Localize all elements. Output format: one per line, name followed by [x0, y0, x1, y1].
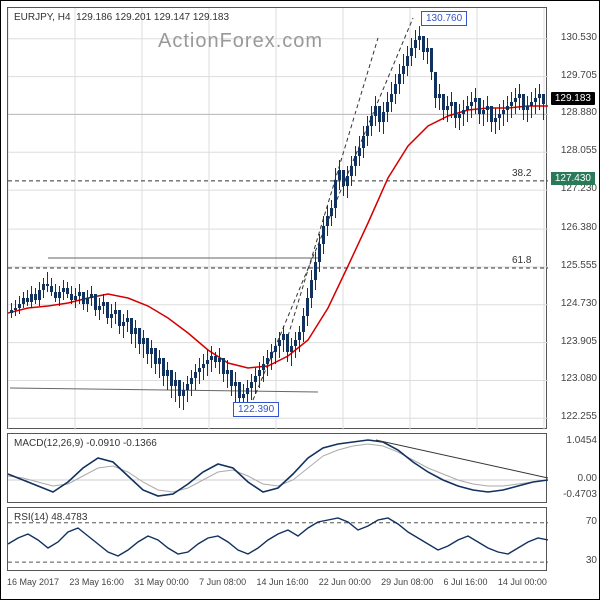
ohlc-values: 129.186 129.201 129.147 129.183 — [76, 12, 229, 23]
xtick: 7 Jun 08:00 — [199, 577, 246, 597]
symbol-tf: EURJPY, H4 — [14, 12, 71, 23]
xtick: 31 May 00:00 — [134, 577, 189, 597]
price-svg — [8, 8, 548, 430]
macd-panel[interactable]: MACD(12,26,9) -0.0910 -0.1366 — [7, 433, 547, 503]
ytick: 125.555 — [551, 260, 597, 271]
xtick: 14 Jul 00:00 — [498, 577, 547, 597]
xtick: 23 May 16:00 — [69, 577, 124, 597]
fib-382-label: 38.2 — [512, 168, 531, 179]
time-axis: 16 May 2017 23 May 16:00 31 May 00:00 7 Jun… — [7, 577, 547, 597]
forex-chart: EURJPY, H4 129.186 129.201 129.147 129.1… — [0, 0, 600, 600]
ytick: 123.080 — [551, 373, 597, 384]
rsi-panel[interactable]: RSI(14) 48.4783 — [7, 507, 547, 571]
ytick: 123.905 — [551, 336, 597, 347]
current-price-tag: 129.183 — [551, 92, 595, 105]
xtick: 29 Jun 08:00 — [381, 577, 433, 597]
macd-ytick: 0.00 — [551, 473, 597, 484]
ytick: 128.055 — [551, 145, 597, 156]
ytick: 126.380 — [551, 222, 597, 233]
ytick: 122.255 — [551, 411, 597, 422]
macd-label: MACD(12,26,9) -0.0910 -0.1366 — [14, 438, 157, 449]
xtick: 22 Jun 00:00 — [319, 577, 371, 597]
price-panel[interactable]: EURJPY, H4 129.186 129.201 129.147 129.1… — [7, 7, 547, 429]
rsi-svg — [8, 508, 548, 572]
high-marker: 130.760 — [421, 11, 467, 26]
rsi-label: RSI(14) 48.4783 — [14, 512, 87, 523]
rsi-ytick: 70 — [551, 516, 597, 527]
low-marker: 122.390 — [233, 402, 279, 417]
fib-618-label: 61.8 — [512, 255, 531, 266]
symbol-header: EURJPY, H4 129.186 129.201 129.147 129.1… — [14, 12, 229, 23]
watermark: ActionForex.com — [158, 30, 323, 53]
xtick: 16 May 2017 — [7, 577, 59, 597]
ytick: 129.705 — [551, 70, 597, 81]
ytick: 124.730 — [551, 298, 597, 309]
ytick: 128.880 — [551, 107, 597, 118]
fib-382-tag: 127.430 — [551, 172, 595, 185]
macd-ytick: 1.0454 — [551, 435, 597, 446]
ytick: 130.530 — [551, 32, 597, 43]
macd-ytick: -0.4703 — [551, 489, 597, 500]
xtick: 14 Jun 16:00 — [256, 577, 308, 597]
xtick: 6 Jul 16:00 — [444, 577, 488, 597]
rsi-ytick: 30 — [551, 555, 597, 566]
